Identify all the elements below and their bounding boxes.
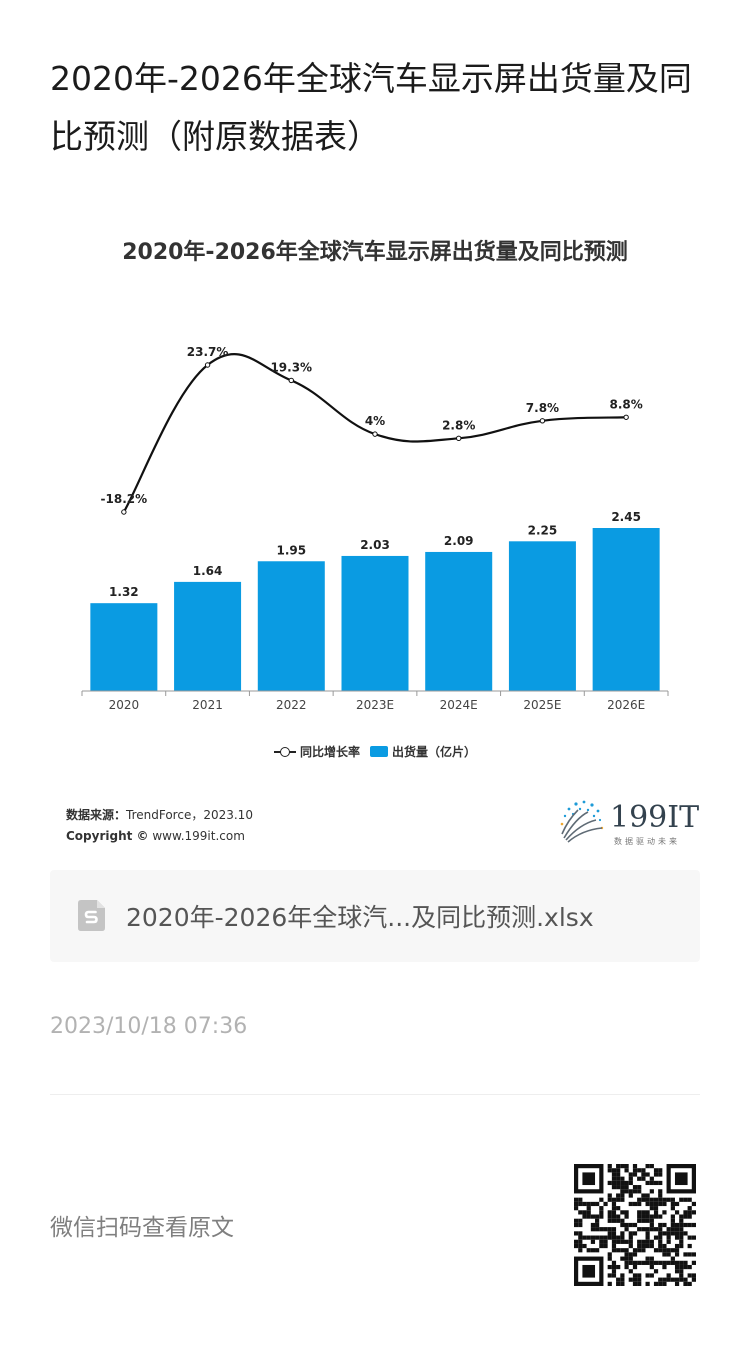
bar-value-label: 1.32	[109, 585, 139, 599]
chart-source: 数据来源：TrendForce，2023.10 Copyright © www.…	[66, 805, 253, 847]
source-value: TrendForce，2023.10	[126, 808, 253, 822]
bar-2025E	[508, 541, 576, 691]
growth-rate-point	[456, 435, 462, 442]
attachment-card[interactable]: 2020年-2026年全球汽...及同比预测.xlsx	[50, 870, 700, 962]
growth-rate-point	[204, 362, 211, 368]
copyright-value: www.199it.com	[148, 829, 245, 843]
x-tick-label: 2023E	[356, 698, 394, 712]
bar-2021	[174, 581, 242, 691]
bar-value-label: 1.64	[193, 564, 223, 578]
dandelion-logo-icon	[560, 800, 604, 843]
bar-value-label: 2.03	[360, 538, 390, 552]
growth-rate-label: 4%	[365, 414, 385, 428]
bar-value-label: 1.95	[276, 543, 306, 557]
bar-2022	[257, 561, 325, 691]
growth-rate-label: 7.8%	[526, 401, 559, 415]
growth-rate-label: 23.7%	[187, 345, 229, 359]
x-tick-label: 2022	[276, 698, 307, 712]
growth-rate-label: -18.2%	[101, 492, 148, 506]
bar-value-label: 2.09	[444, 534, 474, 548]
chart-legend: 同比增长率 出货量（亿片）	[0, 743, 750, 760]
legend-label-growth: 同比增长率	[299, 745, 360, 759]
read-original-label: 微信扫码查看原文	[50, 1215, 234, 1241]
growth-rate-point	[372, 431, 378, 437]
logo-text: 199IT	[610, 800, 700, 835]
chart-svg: 1.32 2020 1.64 2021 1.95 2022 2.03 2023E 2.09 202…	[81, 345, 669, 712]
growth-rate-point	[539, 418, 546, 424]
growth-rate-point	[623, 414, 629, 420]
x-tick-label: 2020	[109, 698, 140, 712]
bar-swatch-icon	[370, 746, 388, 757]
x-tick-label: 2024E	[440, 698, 478, 712]
legend-item-shipments: 出货量（亿片）	[370, 743, 476, 760]
growth-rate-label: 8.8%	[610, 397, 643, 411]
bar-value-label: 2.45	[611, 510, 641, 524]
bar-2020	[90, 603, 158, 691]
x-tick-label: 2026E	[607, 698, 645, 712]
chart-figure: 1.32 2020 1.64 2021 1.95 2022 2.03 2023E 2.09 202…	[0, 210, 750, 860]
bar-value-label: 2.25	[528, 523, 558, 537]
qr-code-icon[interactable]	[574, 1164, 696, 1286]
bar-2023E	[341, 555, 409, 691]
199it-logo: 199IT 数据驱动未来	[558, 798, 700, 848]
legend-item-growth: 同比增长率	[273, 743, 360, 760]
copyright-label: Copyright ©	[66, 829, 149, 843]
x-tick-label: 2021	[192, 698, 223, 712]
growth-rate-label: 19.3%	[270, 360, 312, 374]
bar-2024E	[425, 551, 493, 691]
growth-rate-point	[121, 509, 127, 515]
publish-timestamp: 2023/10/18 07:36	[50, 1014, 248, 1039]
legend-label-shipments: 出货量（亿片）	[392, 745, 477, 759]
growth-rate-point	[288, 377, 294, 384]
divider	[50, 1094, 700, 1095]
spreadsheet-file-icon	[78, 900, 105, 931]
growth-rate-label: 2.8%	[442, 418, 475, 432]
chart-title: 2020年-2026年全球汽车显示屏出货量及同比预测	[122, 240, 628, 265]
x-tick-label: 2025E	[523, 698, 561, 712]
attachment-file-name[interactable]: 2020年-2026年全球汽...及同比预测.xlsx	[126, 903, 594, 932]
bar-2026E	[592, 528, 660, 691]
line-swatch-icon	[273, 746, 296, 758]
article-title: 2020年-2026年全球汽车显示屏出货量及同比预测（附原数据表）	[50, 59, 692, 156]
source-label: 数据来源：	[66, 808, 127, 822]
logo-subtitle: 数据驱动未来	[614, 837, 680, 846]
